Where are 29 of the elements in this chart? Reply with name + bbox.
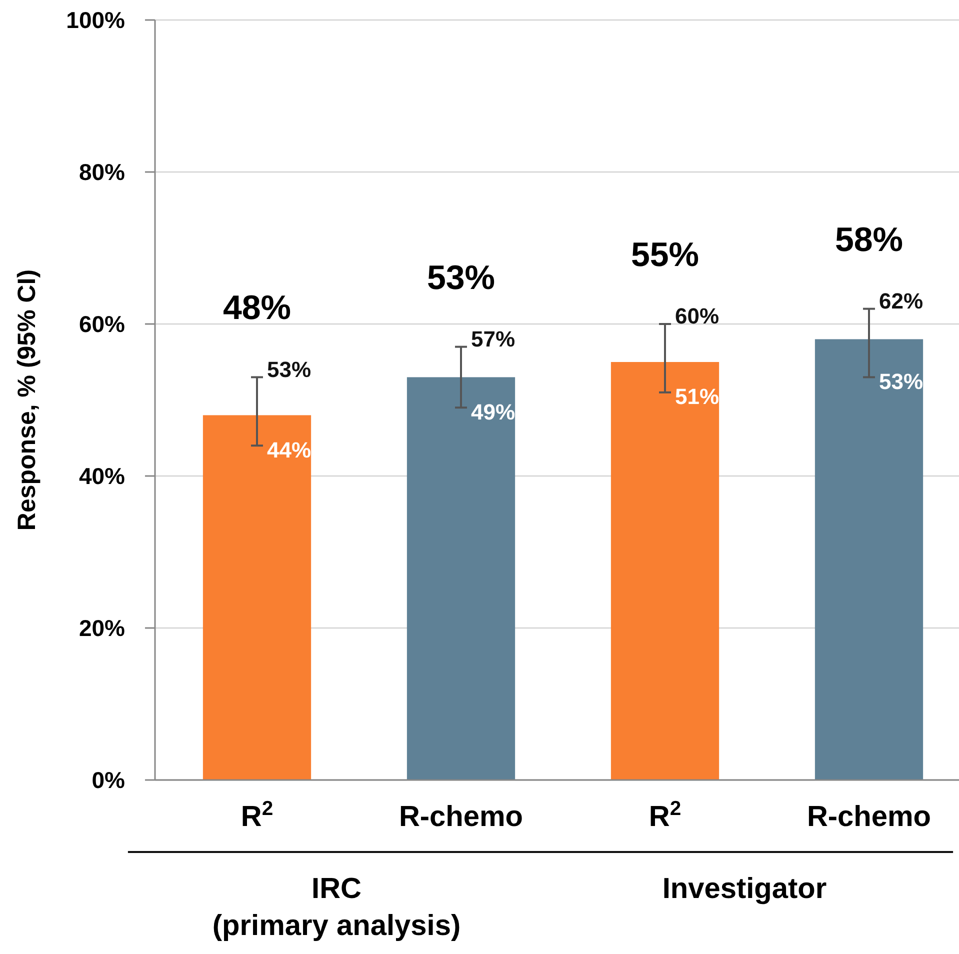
annotation: 44%	[267, 437, 312, 462]
data-label: 53%	[426, 258, 496, 297]
x-tick-label: R-chemo	[806, 801, 932, 833]
data-label: 58%	[834, 220, 904, 259]
annotation: 49%	[471, 399, 516, 424]
data-label: 48%	[222, 289, 292, 328]
y-tick-label: 40%	[78, 463, 125, 490]
annotation: 51%	[675, 384, 720, 410]
bar	[610, 362, 720, 780]
annotation: 60%	[675, 304, 720, 329]
annotation: 53%	[267, 356, 312, 382]
bar	[202, 415, 312, 780]
bar	[406, 377, 516, 780]
x-tick-label: R$^{2}$	[240, 798, 274, 833]
y-tick-label: 0%	[92, 767, 125, 794]
y-tick-label: 20%	[78, 615, 125, 642]
annotation: 53%	[879, 368, 924, 394]
y-tick-label: 60%	[78, 311, 125, 338]
y-tick-label: 100%	[66, 7, 125, 34]
annotation: 57%	[471, 326, 516, 352]
x-tick-label: R$^{2}$	[648, 798, 682, 833]
annotation: 62%	[879, 288, 924, 314]
text: IRC (primary analysis)	[212, 873, 461, 942]
y-axis-title: Response, % (95% CI)	[13, 269, 41, 531]
data-label: 55%	[630, 236, 700, 274]
bar	[814, 339, 924, 780]
y-tick-label: 80%	[78, 159, 125, 186]
x-tick-label: R-chemo	[398, 801, 524, 833]
text: Investigator	[662, 873, 827, 905]
